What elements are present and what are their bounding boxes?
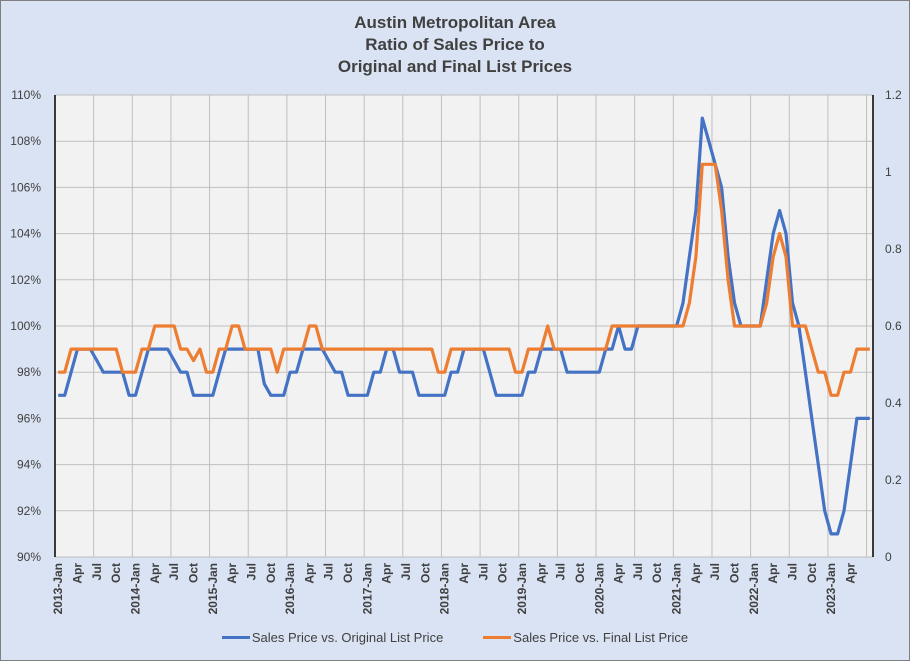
x-tick-label: Apr xyxy=(766,563,780,584)
x-tick-label: Apr xyxy=(380,563,394,584)
legend-label: Sales Price vs. Original List Price xyxy=(251,630,444,645)
legend: Sales Price vs. Original List Price Sale… xyxy=(0,630,910,645)
x-tick-label: Apr xyxy=(302,563,316,584)
y-left-tick-label: 90% xyxy=(17,550,41,564)
legend-swatch-blue xyxy=(221,636,250,639)
x-tick-label: Jul xyxy=(167,563,181,580)
x-tick-label: 2021-Jan xyxy=(670,563,684,614)
y-right-tick-label: 0.2 xyxy=(885,473,902,487)
y-right-tick-label: 0.4 xyxy=(885,396,902,410)
x-tick-label: Jul xyxy=(631,563,645,580)
x-tick-label: 2022-Jan xyxy=(747,563,761,614)
x-tick-label: 2020-Jan xyxy=(592,563,606,614)
legend-swatch-orange xyxy=(483,636,512,639)
chart-title: Austin Metropolitan Area Ratio of Sales … xyxy=(0,12,910,78)
x-tick-label: Jul xyxy=(90,563,104,580)
x-tick-label: 2016-Jan xyxy=(283,563,297,614)
y-left-tick-label: 94% xyxy=(17,458,41,472)
x-tick-label: 2023-Jan xyxy=(824,563,838,614)
y-right-tick-label: 0.6 xyxy=(885,319,902,333)
x-tick-label: Oct xyxy=(650,563,664,583)
x-tick-label: Jul xyxy=(399,563,413,580)
x-tick-label: Oct xyxy=(109,563,123,583)
y-right-tick-label: 1 xyxy=(885,165,892,179)
x-tick-label: 2015-Jan xyxy=(206,563,220,614)
y-left-tick-label: 102% xyxy=(10,273,41,287)
y-right-tick-label: 0 xyxy=(885,550,892,564)
y-left-tick-label: 92% xyxy=(17,504,41,518)
x-tick-label: Apr xyxy=(71,563,85,584)
legend-label: Sales Price vs. Final List Price xyxy=(513,630,689,645)
x-tick-label: 2013-Jan xyxy=(51,563,65,614)
x-tick-label: Jul xyxy=(476,563,490,580)
legend-item-final: Sales Price vs. Final List Price xyxy=(483,630,688,645)
x-tick-label: Apr xyxy=(534,563,548,584)
y-left-tick-label: 96% xyxy=(17,411,41,425)
x-tick-label: 2017-Jan xyxy=(360,563,374,614)
x-tick-label: Jul xyxy=(708,563,722,580)
x-tick-label: Oct xyxy=(418,563,432,583)
x-tick-label: Apr xyxy=(148,563,162,584)
y-right-tick-label: 0.8 xyxy=(885,242,902,256)
x-tick-label: Oct xyxy=(264,563,278,583)
y-left-tick-label: 104% xyxy=(10,227,41,241)
x-tick-label: 2019-Jan xyxy=(515,563,529,614)
x-tick-label: Apr xyxy=(689,563,703,584)
x-tick-label: Apr xyxy=(843,563,857,584)
x-tick-label: 2014-Jan xyxy=(129,563,143,614)
x-tick-label: Oct xyxy=(496,563,510,583)
y-left-tick-label: 110% xyxy=(11,88,41,102)
y-left-tick-label: 100% xyxy=(10,319,41,333)
x-tick-label: Oct xyxy=(341,563,355,583)
x-tick-label: Jul xyxy=(785,563,799,580)
x-tick-label: Jul xyxy=(244,563,258,580)
x-tick-label: 2018-Jan xyxy=(438,563,452,614)
x-tick-label: Apr xyxy=(612,563,626,584)
title-line-3: Original and Final List Prices xyxy=(337,57,573,76)
title-line-1: Austin Metropolitan Area xyxy=(354,13,556,32)
x-tick-label: Oct xyxy=(728,563,742,583)
x-tick-label: Jul xyxy=(554,563,568,580)
x-tick-label: Apr xyxy=(457,563,471,584)
legend-item-original: Sales Price vs. Original List Price xyxy=(221,630,444,645)
x-tick-label: Oct xyxy=(186,563,200,583)
x-tick-label: Oct xyxy=(805,563,819,583)
y-left-tick-label: 106% xyxy=(10,180,41,194)
y-left-tick-label: 98% xyxy=(17,365,41,379)
x-tick-label: Oct xyxy=(573,563,587,583)
y-left-tick-label: 108% xyxy=(10,134,41,148)
title-line-2: Ratio of Sales Price to xyxy=(365,35,545,54)
x-tick-label: Apr xyxy=(225,563,239,584)
y-right-tick-label: 1.2 xyxy=(885,88,902,102)
x-tick-label: Jul xyxy=(322,563,336,580)
series-line-final-list xyxy=(58,162,870,397)
